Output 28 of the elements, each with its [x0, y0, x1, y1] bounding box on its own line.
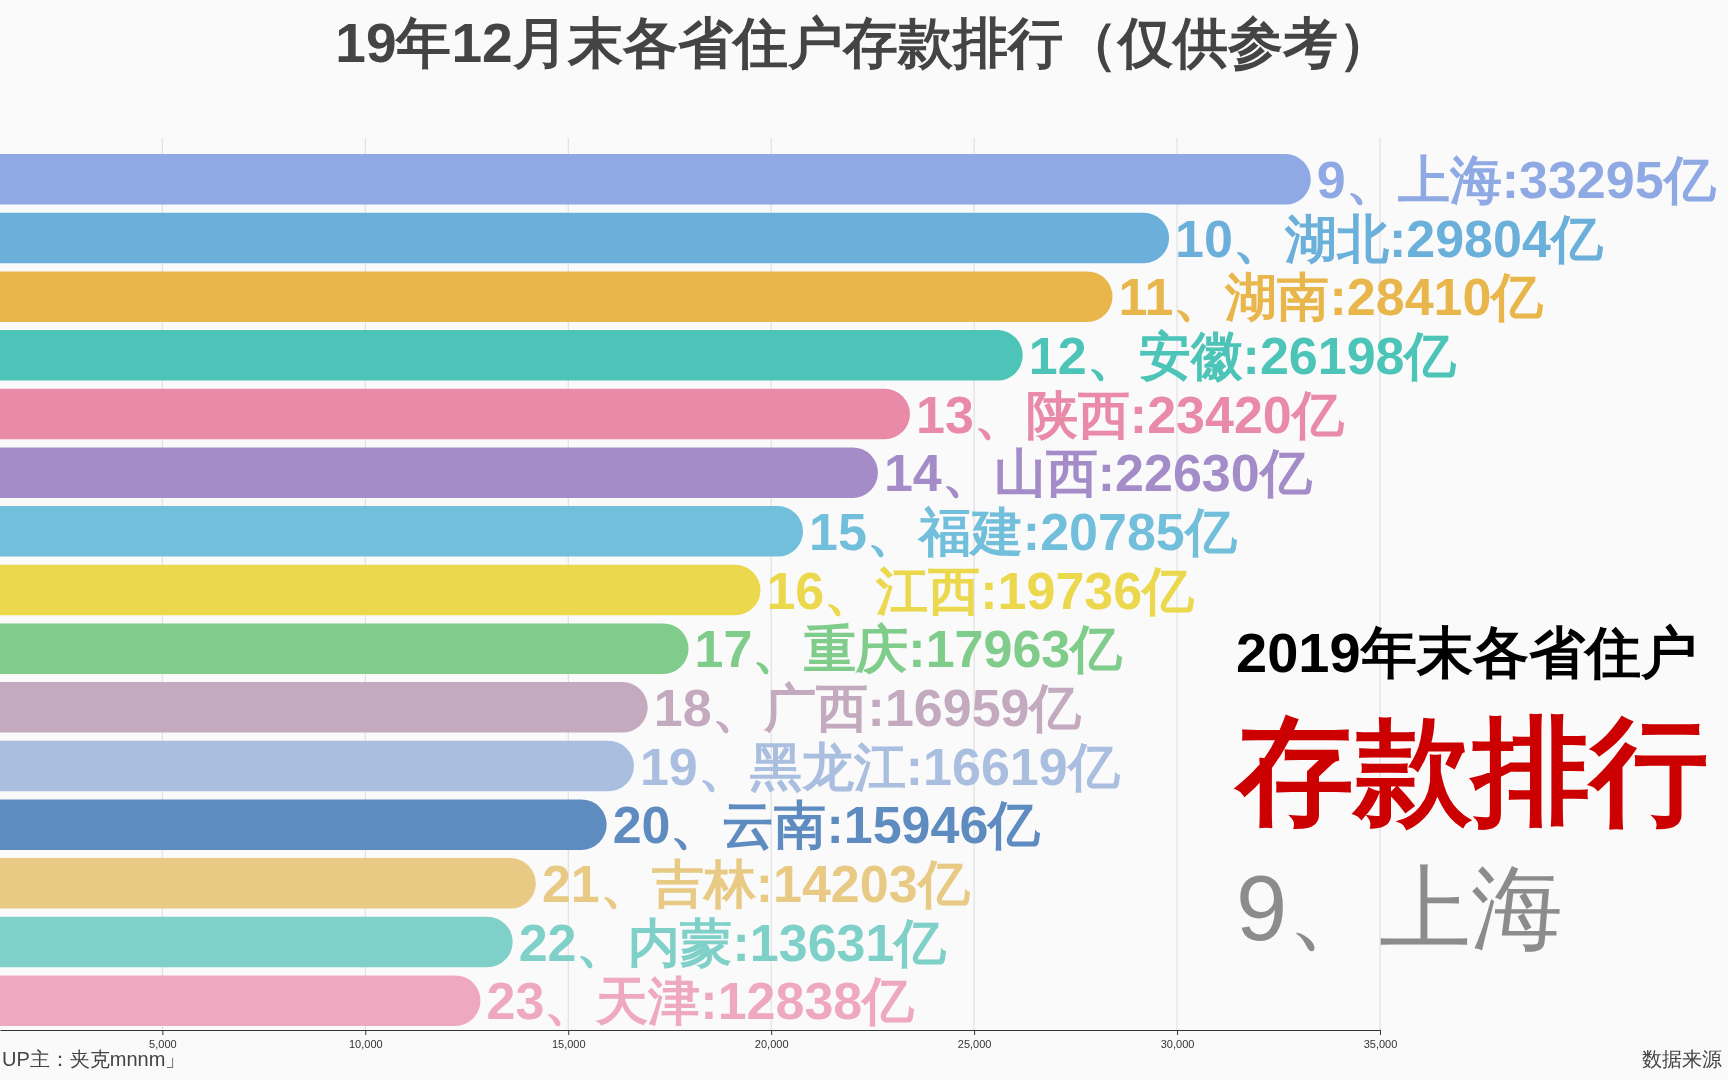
- chart-title: 19年12月末各省住户存款排行（仅供参考）: [335, 12, 1393, 74]
- data-label: 13、陕西:23420亿: [915, 385, 1345, 444]
- data-label: 22、内蒙:13631亿: [518, 913, 948, 972]
- data-label: 9、上海:33295亿: [1316, 151, 1717, 210]
- data-label: 10、湖北:29804亿: [1175, 209, 1604, 268]
- data-label: 14、山西:22630亿: [883, 444, 1313, 503]
- data-label: 23、天津:12838亿: [486, 972, 916, 1031]
- x-tick-label: 25,000: [957, 1037, 992, 1050]
- annotation: 9、上海: [1236, 857, 1564, 959]
- x-tick-label: 35,000: [1363, 1037, 1398, 1050]
- data-label: 15、福建:20785亿: [809, 503, 1238, 562]
- data-label: 20、云南:15946亿: [612, 796, 1042, 855]
- x-tick-label: 30,000: [1160, 1037, 1195, 1050]
- x-tick-label: 20,000: [754, 1037, 789, 1050]
- data-label: 17、重庆:17963亿: [694, 620, 1124, 679]
- data-label: 12、安徽:26198亿: [1028, 327, 1458, 386]
- annotation: 2019年末各省住户: [1236, 621, 1697, 684]
- x-tick-label: 10,000: [348, 1037, 383, 1050]
- annotation: 存款排行: [1233, 705, 1708, 837]
- text: 数据来源: [1642, 1048, 1722, 1070]
- x-tick-label: 5,000: [149, 1037, 177, 1050]
- data-label: 21、吉林:14203亿: [541, 855, 971, 914]
- data-label: 11、湖南:28410亿: [1118, 268, 1545, 327]
- x-tick-label: 15,000: [551, 1037, 586, 1050]
- data-label: 16、江西:19736亿: [766, 561, 1196, 620]
- data-label: 19、黑龙江:16619亿: [639, 737, 1121, 796]
- text: UP主：夹克mnnm」: [2, 1048, 186, 1070]
- data-label: 18、广西:16959亿: [653, 679, 1083, 738]
